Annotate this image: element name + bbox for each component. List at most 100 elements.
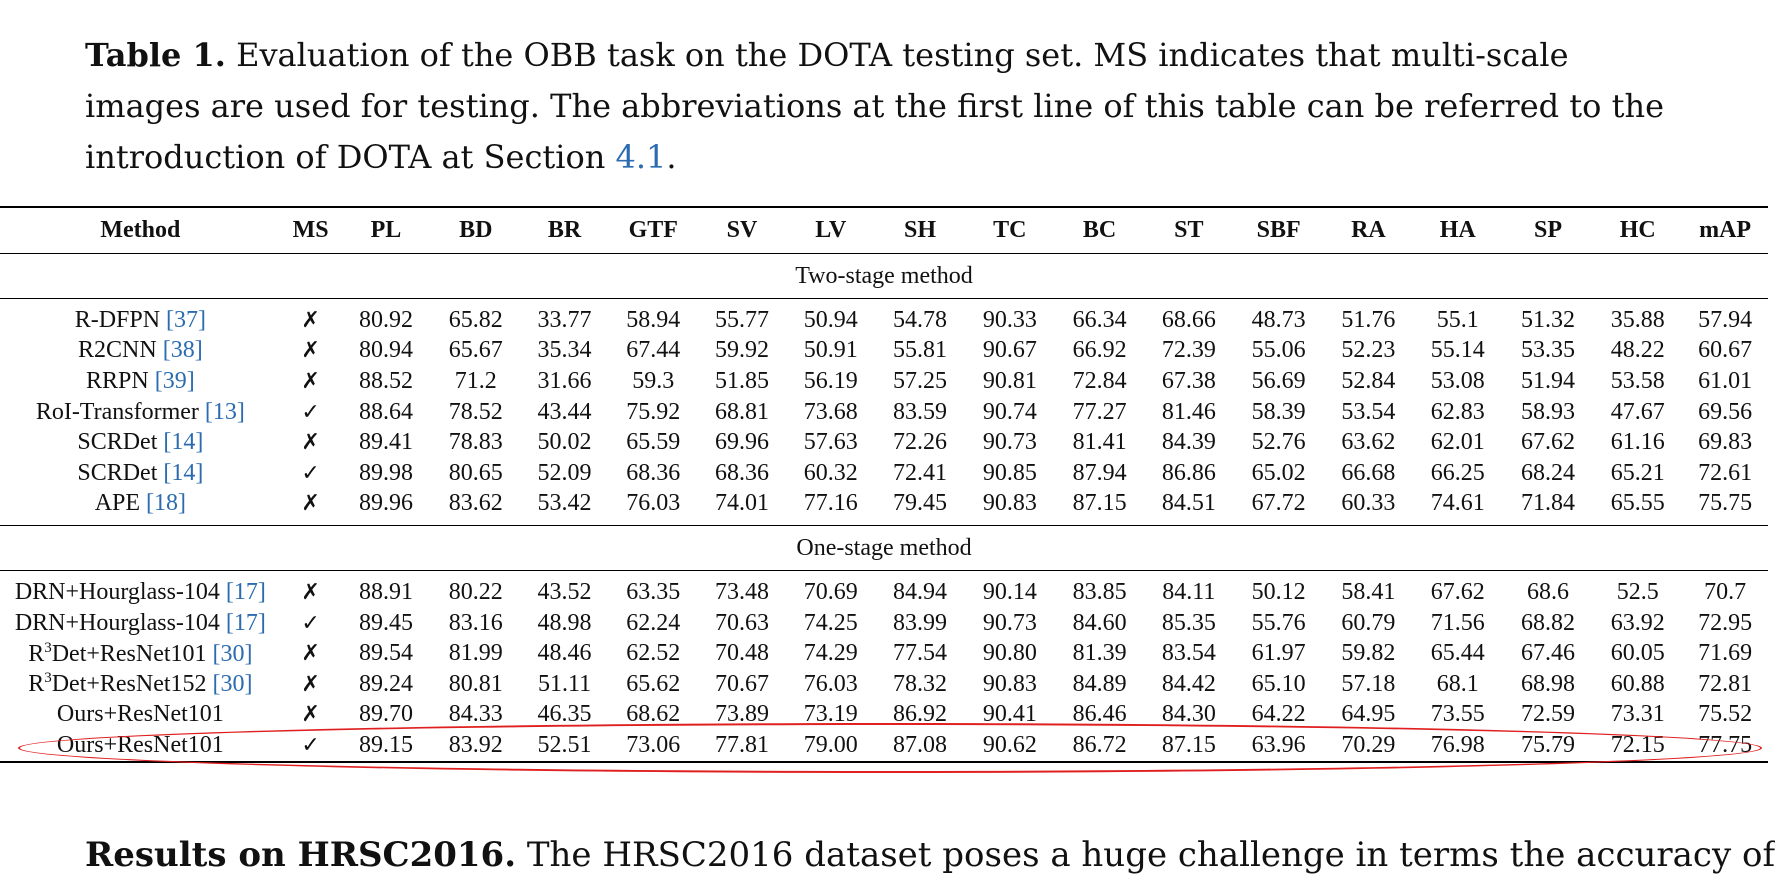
- value-cell: 35.88: [1610, 306, 1665, 333]
- citation-link[interactable]: [14]: [163, 429, 204, 456]
- citation-link[interactable]: [14]: [163, 459, 204, 486]
- ms-mark: ✗: [301, 579, 320, 605]
- value-cell: 31.66: [537, 367, 592, 394]
- method-name: R2CNN: [78, 337, 163, 364]
- paragraph-text: The HRSC2016 dataset poses a huge challe…: [516, 835, 1775, 875]
- col-header: BR: [520, 207, 609, 254]
- value-cell: 75.75: [1698, 490, 1753, 517]
- value-cell: 86.72: [1054, 730, 1145, 763]
- value-cell: 83.16: [448, 609, 503, 636]
- col-header: MS: [280, 207, 341, 254]
- value-cell: 84.60: [1072, 609, 1127, 636]
- method-superscript: 3: [44, 670, 52, 687]
- value-cell: 90.83: [982, 670, 1037, 697]
- citation-link[interactable]: [18]: [146, 490, 187, 517]
- citation-link[interactable]: [30]: [212, 640, 253, 667]
- section-row: Two-stage method: [0, 253, 1768, 299]
- ms-mark: ✗: [301, 307, 320, 333]
- citation-link[interactable]: [39]: [154, 367, 195, 394]
- col-header: BC: [1054, 207, 1145, 254]
- value-cell: 77.75: [1682, 730, 1768, 763]
- value-cell: 80.22: [448, 578, 503, 605]
- value-cell: 86.46: [1072, 701, 1127, 728]
- value-cell: 48.22: [1610, 337, 1665, 364]
- ms-mark: ✗: [301, 430, 320, 456]
- value-cell: 35.34: [537, 337, 592, 364]
- value-cell: 57.63: [803, 429, 858, 456]
- value-cell: 65.62: [626, 670, 681, 697]
- value-cell: 88.91: [358, 578, 413, 605]
- cross-icon: ✗: [281, 427, 341, 458]
- citation-link[interactable]: [37]: [166, 306, 207, 333]
- value-cell: 83.92: [431, 730, 521, 763]
- method-cell: R-DFPN [37]: [0, 305, 281, 336]
- value-cell: 84.94: [893, 578, 948, 605]
- value-cell: 52.23: [1341, 337, 1396, 364]
- value-cell: 84.30: [1161, 701, 1216, 728]
- method-name: R: [28, 640, 45, 667]
- check-icon: ✓: [281, 458, 341, 489]
- method-name: RRPN: [86, 367, 155, 394]
- value-cell: 48.73: [1251, 306, 1306, 333]
- method-name-rest: Det+ResNet152: [51, 671, 213, 698]
- value-cell: 53.08: [1430, 367, 1485, 394]
- value-cell: 68.1: [1436, 670, 1479, 697]
- value-cell: 90.81: [982, 367, 1037, 394]
- value-cell: 51.76: [1341, 306, 1396, 333]
- value-cell: 65.44: [1430, 640, 1485, 667]
- header-row: Method MS PL BD BR GTF SV LV SH TC BC ST SBF RA HA SP HC…: [0, 207, 1768, 254]
- value-cell: 53.42: [537, 490, 592, 517]
- citation-link[interactable]: [17]: [225, 609, 266, 636]
- citation-link[interactable]: [17]: [225, 578, 266, 605]
- value-cell: 73.89: [715, 701, 770, 728]
- value-cell: 59.92: [715, 337, 770, 364]
- method-name: DRN+Hourglass-104: [14, 578, 226, 605]
- value-cell: 83.62: [448, 490, 503, 517]
- value-cell: 89.41: [358, 429, 413, 456]
- value-cell: 51.94: [1520, 367, 1575, 394]
- value-cell: 52.51: [520, 730, 609, 763]
- value-cell: 43.52: [537, 578, 592, 605]
- table-row: R2CNN [38] ✗ 80.94 65.67 35.34 67.44 59.92 50.9…: [0, 336, 1768, 367]
- citation-link[interactable]: [30]: [212, 671, 253, 698]
- value-cell: 47.67: [1610, 398, 1665, 425]
- value-cell: 80.65: [448, 459, 503, 486]
- method-name-rest: Det+ResNet101: [51, 640, 213, 667]
- table-row: RoI-Transformer [13] ✓ 88.64 78.52 43.44 75.9…: [0, 397, 1768, 428]
- value-cell: 88.52: [358, 367, 413, 394]
- value-cell: 53.58: [1610, 367, 1665, 394]
- value-cell: 87.15: [1144, 730, 1234, 763]
- value-cell: 83.59: [893, 398, 948, 425]
- section-link[interactable]: 4.1: [615, 138, 667, 176]
- value-cell: 50.91: [803, 337, 858, 364]
- citation-link[interactable]: [38]: [162, 337, 203, 364]
- value-cell: 78.32: [893, 670, 948, 697]
- value-cell: 84.33: [448, 701, 503, 728]
- value-cell: 58.93: [1520, 398, 1575, 425]
- caption-label: Table 1.: [85, 36, 226, 74]
- value-cell: 73.55: [1430, 701, 1485, 728]
- value-cell: 89.98: [358, 459, 413, 486]
- value-cell: 66.92: [1072, 337, 1127, 364]
- value-cell: 67.38: [1161, 367, 1216, 394]
- value-cell: 53.54: [1341, 398, 1396, 425]
- citation-link[interactable]: [13]: [204, 398, 245, 425]
- value-cell: 90.33: [982, 306, 1037, 333]
- paragraph-lead: Results on HRSC2016.: [85, 835, 517, 875]
- value-cell: 89.96: [358, 490, 413, 517]
- value-cell: 65.82: [448, 306, 503, 333]
- check-icon: ✓: [281, 608, 341, 639]
- value-cell: 58.39: [1251, 398, 1306, 425]
- value-cell: 66.25: [1430, 459, 1485, 486]
- value-cell: 60.67: [1698, 337, 1753, 364]
- value-cell: 52.5: [1616, 578, 1659, 605]
- value-cell: 73.68: [803, 398, 858, 425]
- table-body: Two-stage method R-DFPN [37] ✗ 80.92 65.82 33…: [0, 253, 1768, 763]
- method-name: SCRDet: [77, 429, 164, 456]
- col-header: SP: [1502, 207, 1594, 254]
- value-cell: 79.00: [786, 730, 876, 763]
- cross-icon: ✗: [281, 366, 341, 397]
- value-cell: 48.46: [537, 640, 592, 667]
- value-cell: 46.35: [537, 701, 592, 728]
- cross-icon: ✗: [281, 336, 341, 367]
